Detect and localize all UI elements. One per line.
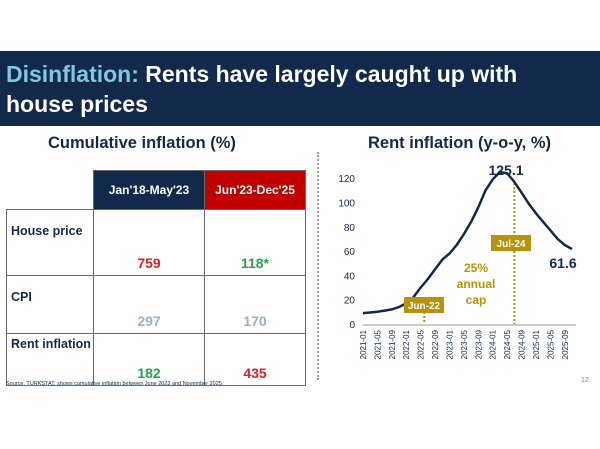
x-tick-label: 2021-05	[373, 329, 382, 359]
cell-rent-period2: 435	[204, 333, 306, 386]
slide-title-line2: house prices	[6, 91, 148, 117]
table-row: House price 759 118*	[6, 209, 306, 276]
x-tick-label: 2025-05	[546, 329, 555, 359]
cell-house-price-period1: 759	[93, 209, 205, 276]
marker-label: Jul-24	[497, 239, 526, 250]
cumulative-inflation-table: Jan'18-May'23 Jun'23-Dec'25 House price …	[6, 170, 306, 386]
marker-label-box	[491, 235, 531, 251]
x-tick-label: 2021-09	[388, 329, 397, 359]
y-tick-label: 100	[338, 198, 355, 209]
cell-house-price-period2: 118*	[204, 209, 306, 276]
series-line-rent	[362, 170, 573, 315]
x-tick-label: 2023-01	[445, 329, 454, 359]
table-title: Cumulative inflation (%)	[48, 134, 236, 152]
cap-annotation: 25%	[464, 261, 488, 275]
x-tick-label: 2022-09	[431, 329, 440, 359]
x-tick-label: 2023-05	[460, 329, 469, 359]
x-tick-label: 2023-09	[474, 329, 483, 359]
y-tick-label: 60	[344, 247, 356, 258]
title-accent: Disinflation:	[6, 61, 139, 87]
chart-title: Rent inflation (y-o-y, %)	[368, 134, 552, 152]
x-tick-label: 2025-09	[561, 329, 570, 359]
y-tick-label: 120	[338, 174, 355, 185]
slide-title-line1: Disinflation: Rents have largely caught …	[6, 61, 517, 88]
y-tick-label: 80	[344, 223, 356, 234]
x-tick-label: 2024-05	[503, 329, 512, 359]
row-label-house-price: House price	[6, 209, 94, 276]
source-note: Source: TURKSTAT, shows cumulative infla…	[6, 381, 224, 387]
x-tick-label: 2025-01	[532, 329, 541, 359]
marker-label-box	[404, 297, 444, 313]
y-tick-label: 20	[344, 296, 356, 307]
y-tick-label: 40	[344, 271, 356, 282]
x-tick-label: 2022-05	[417, 329, 426, 359]
cell-cpi-period1: 297	[93, 275, 205, 334]
column-header-period1: Jan'18-May'23	[93, 170, 205, 210]
column-header-period2: Jun'23-Dec'25	[204, 170, 306, 210]
table-row: Rent inflation 182 435	[6, 333, 306, 386]
table-row: CPI 297 170	[6, 275, 306, 334]
x-tick-label: 2024-09	[518, 329, 527, 359]
row-label-cpi: CPI	[6, 275, 94, 334]
marker-label: Jun-22	[408, 301, 441, 312]
x-tick-label: 2022-01	[402, 329, 411, 359]
title-bar: Disinflation: Rents have largely caught …	[0, 51, 600, 126]
page-number: 12	[581, 377, 589, 384]
cap-annotation: annual	[457, 277, 496, 291]
cap-annotation: cap	[466, 293, 487, 307]
cell-rent-period1: 182	[93, 333, 205, 386]
title-rest: Rents have largely caught up with	[138, 61, 518, 87]
x-tick-label: 2021-01	[359, 329, 368, 359]
peak-value-label: 125.1	[488, 162, 523, 178]
end-value-label: 61.6	[549, 255, 576, 271]
dotted-divider	[317, 152, 319, 380]
cell-cpi-period2: 170	[204, 275, 306, 334]
y-tick-label: 0	[349, 320, 355, 331]
x-tick-label: 2024-01	[489, 329, 498, 359]
